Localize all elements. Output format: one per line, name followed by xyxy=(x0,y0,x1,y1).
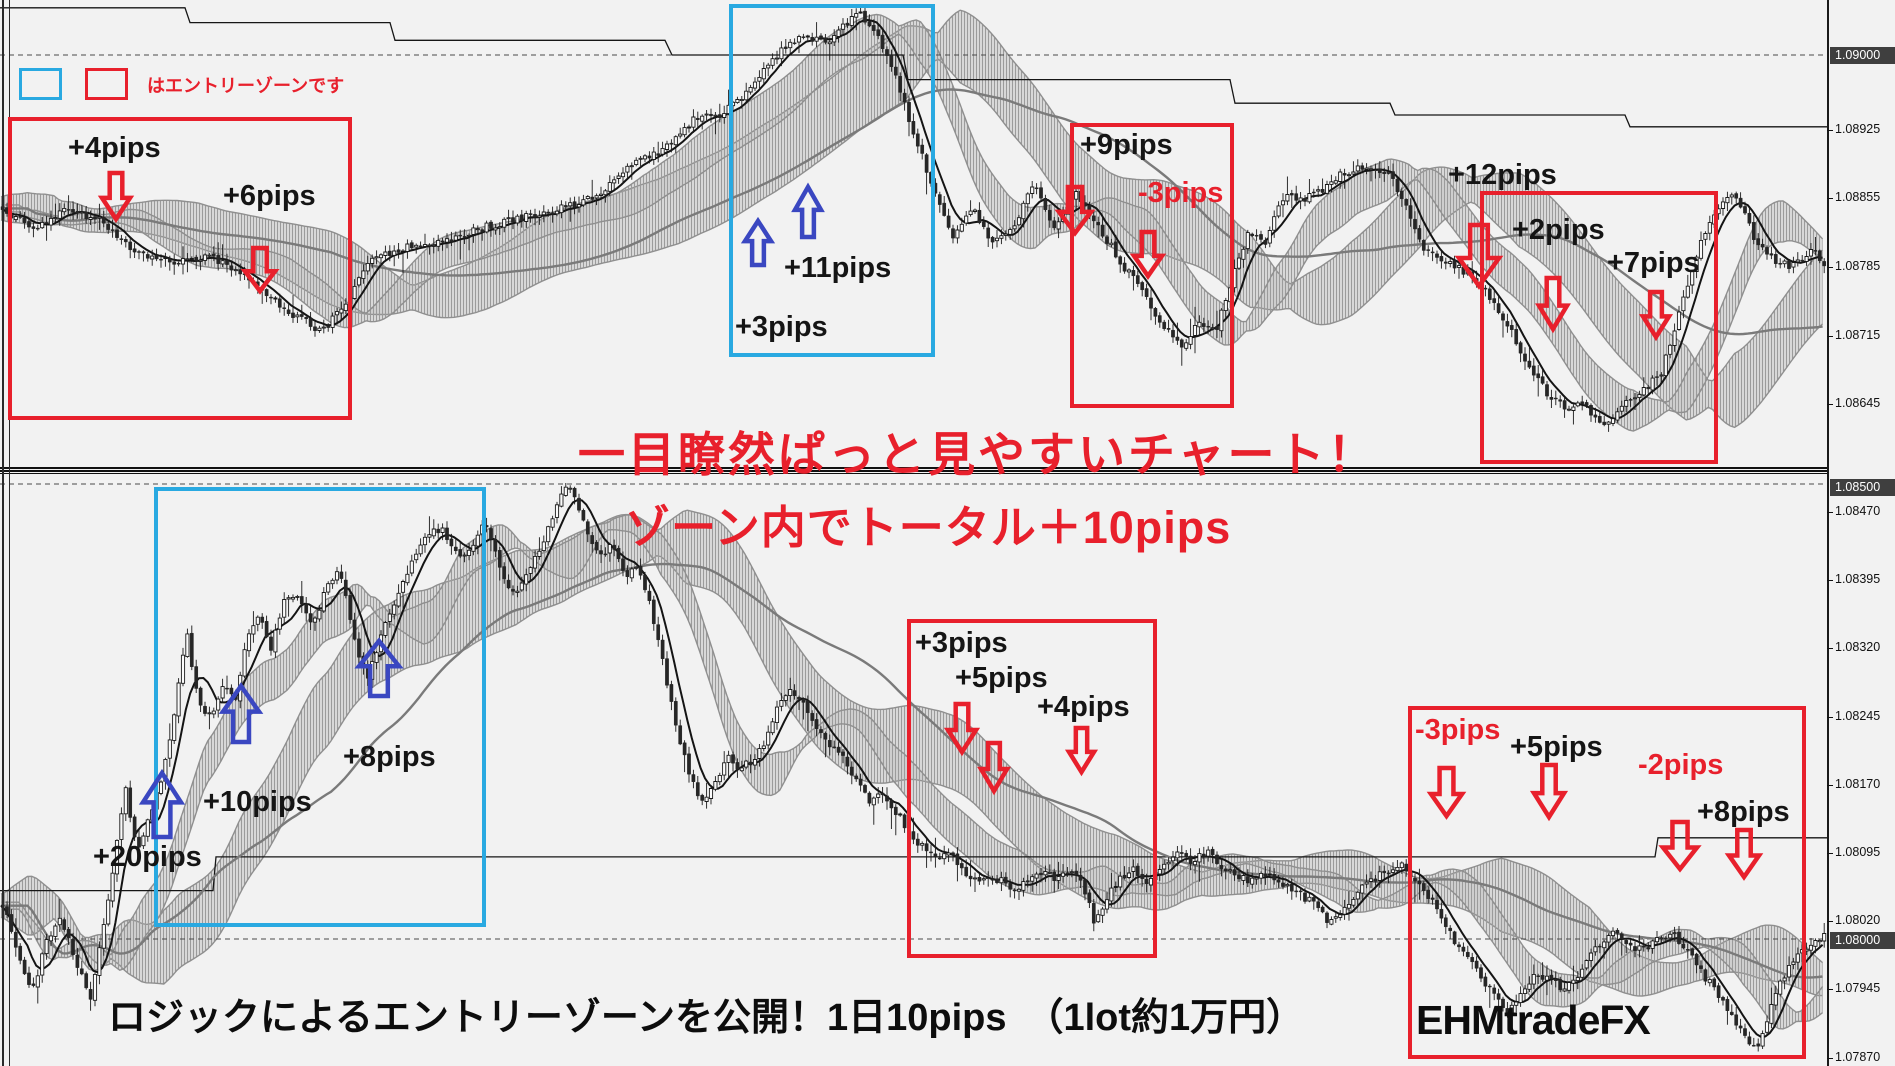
pips-label: +20pips xyxy=(93,841,202,873)
pips-label: +8pips xyxy=(1697,796,1790,828)
down-arrow-icon xyxy=(1724,827,1764,881)
chart-left-border xyxy=(2,0,4,1066)
current-price-badge: 1.08500 xyxy=(1830,479,1895,496)
pips-label: +12pips xyxy=(1448,159,1557,191)
pips-label: +5pips xyxy=(1510,731,1603,763)
red-entry-zone xyxy=(907,619,1157,958)
price-axis-line[interactable] xyxy=(1827,0,1829,1066)
pips-label: +10pips xyxy=(203,786,312,818)
axis-tick xyxy=(1827,404,1833,405)
axis-tick xyxy=(1827,130,1833,131)
down-arrow-icon xyxy=(1054,184,1096,237)
down-arrow-icon xyxy=(1638,289,1674,342)
chart-left-border-inner xyxy=(9,0,10,1066)
axis-tick xyxy=(1827,1058,1833,1059)
down-arrow-icon xyxy=(240,245,280,295)
down-arrow-icon xyxy=(1529,762,1569,822)
axis-tick xyxy=(1827,267,1833,268)
brand-name: EHMtradeFX xyxy=(1416,997,1651,1043)
pips-label: +2pips xyxy=(1512,214,1605,246)
price-axis-label: 1.07945 xyxy=(1835,981,1881,995)
pips-label: +3pips xyxy=(735,311,828,343)
price-axis-label: 1.08395 xyxy=(1835,572,1881,586)
down-arrow-icon xyxy=(1064,725,1098,777)
axis-tick xyxy=(1827,198,1833,199)
pips-label: +4pips xyxy=(68,132,161,164)
down-arrow-icon xyxy=(1454,222,1504,290)
down-arrow-icon xyxy=(943,701,981,757)
axis-tick xyxy=(1827,336,1833,337)
red-entry-zone xyxy=(8,117,352,420)
blue-entry-zone xyxy=(729,4,935,357)
pips-label: -3pips xyxy=(1415,714,1501,746)
bottom-chart-panel[interactable] xyxy=(0,473,1828,1066)
down-arrow-icon xyxy=(1535,275,1571,334)
pips-label: +7pips xyxy=(1607,247,1700,279)
legend-label: はエントリーゾーンです xyxy=(147,76,345,96)
panel-divider[interactable] xyxy=(0,467,1828,469)
axis-tick xyxy=(1827,989,1833,990)
up-arrow-icon xyxy=(740,216,776,268)
pips-label: +5pips xyxy=(955,662,1048,694)
pips-label: +8pips xyxy=(343,741,436,773)
axis-tick xyxy=(1827,512,1833,513)
pips-label: +3pips xyxy=(915,627,1008,659)
down-arrow-icon xyxy=(1426,765,1466,820)
down-arrow-icon xyxy=(977,740,1011,796)
current-price-badge: 1.08000 xyxy=(1830,932,1895,949)
axis-tick xyxy=(1827,921,1833,922)
blue-entry-zone xyxy=(154,487,486,927)
price-axis-label: 1.08095 xyxy=(1835,845,1881,859)
price-axis-label: 1.08470 xyxy=(1835,504,1881,518)
pips-label: +4pips xyxy=(1037,691,1130,723)
legend-blue-zone-swatch xyxy=(19,68,62,100)
down-arrow-icon xyxy=(1658,819,1702,873)
axis-tick xyxy=(1827,648,1833,649)
axis-tick xyxy=(1827,853,1833,854)
price-axis-label: 1.08715 xyxy=(1835,328,1881,342)
top-chart-panel[interactable] xyxy=(0,0,1828,466)
pips-label: -3pips xyxy=(1138,177,1224,209)
price-axis-label: 1.08020 xyxy=(1835,913,1881,927)
price-axis-label: 1.08785 xyxy=(1835,259,1881,273)
footer-caption: ロジックによるエントリーゾーンを公開！1日10pips （1lot約1万円） xyxy=(108,997,1305,1039)
price-axis-label: 1.08925 xyxy=(1835,122,1881,136)
price-axis-label: 1.08645 xyxy=(1835,396,1881,410)
headline-line1: 一目瞭然ぱっと見やすいチャート！ xyxy=(578,428,1378,481)
red-entry-zone xyxy=(1070,123,1234,408)
legend-red-zone-swatch xyxy=(85,68,128,100)
down-arrow-icon xyxy=(1129,229,1167,280)
up-arrow-icon xyxy=(354,637,404,699)
pips-label: +6pips xyxy=(223,180,316,212)
red-entry-zone xyxy=(1480,191,1718,464)
up-arrow-icon xyxy=(218,682,264,745)
price-axis-label: 1.08855 xyxy=(1835,190,1881,204)
axis-tick xyxy=(1827,785,1833,786)
price-axis-label: 1.07870 xyxy=(1835,1050,1881,1064)
headline-line2: ゾーン内でトータル＋10pips xyxy=(625,502,1232,553)
down-arrow-icon xyxy=(97,170,135,224)
panel-divider-line3 xyxy=(0,473,1828,474)
axis-tick xyxy=(1827,580,1833,581)
current-price-badge: 1.09000 xyxy=(1830,47,1895,64)
red-entry-zone xyxy=(1408,706,1806,1059)
price-axis-label: 1.08170 xyxy=(1835,777,1881,791)
pips-label: +9pips xyxy=(1080,129,1173,161)
panel-divider-line2 xyxy=(0,470,1828,472)
price-axis-label: 1.08320 xyxy=(1835,640,1881,654)
axis-tick xyxy=(1827,717,1833,718)
price-axis-label: 1.08245 xyxy=(1835,709,1881,723)
up-arrow-icon xyxy=(138,768,186,840)
pips-label: -2pips xyxy=(1638,749,1724,781)
pips-label: +11pips xyxy=(784,252,892,284)
up-arrow-icon xyxy=(791,182,825,240)
